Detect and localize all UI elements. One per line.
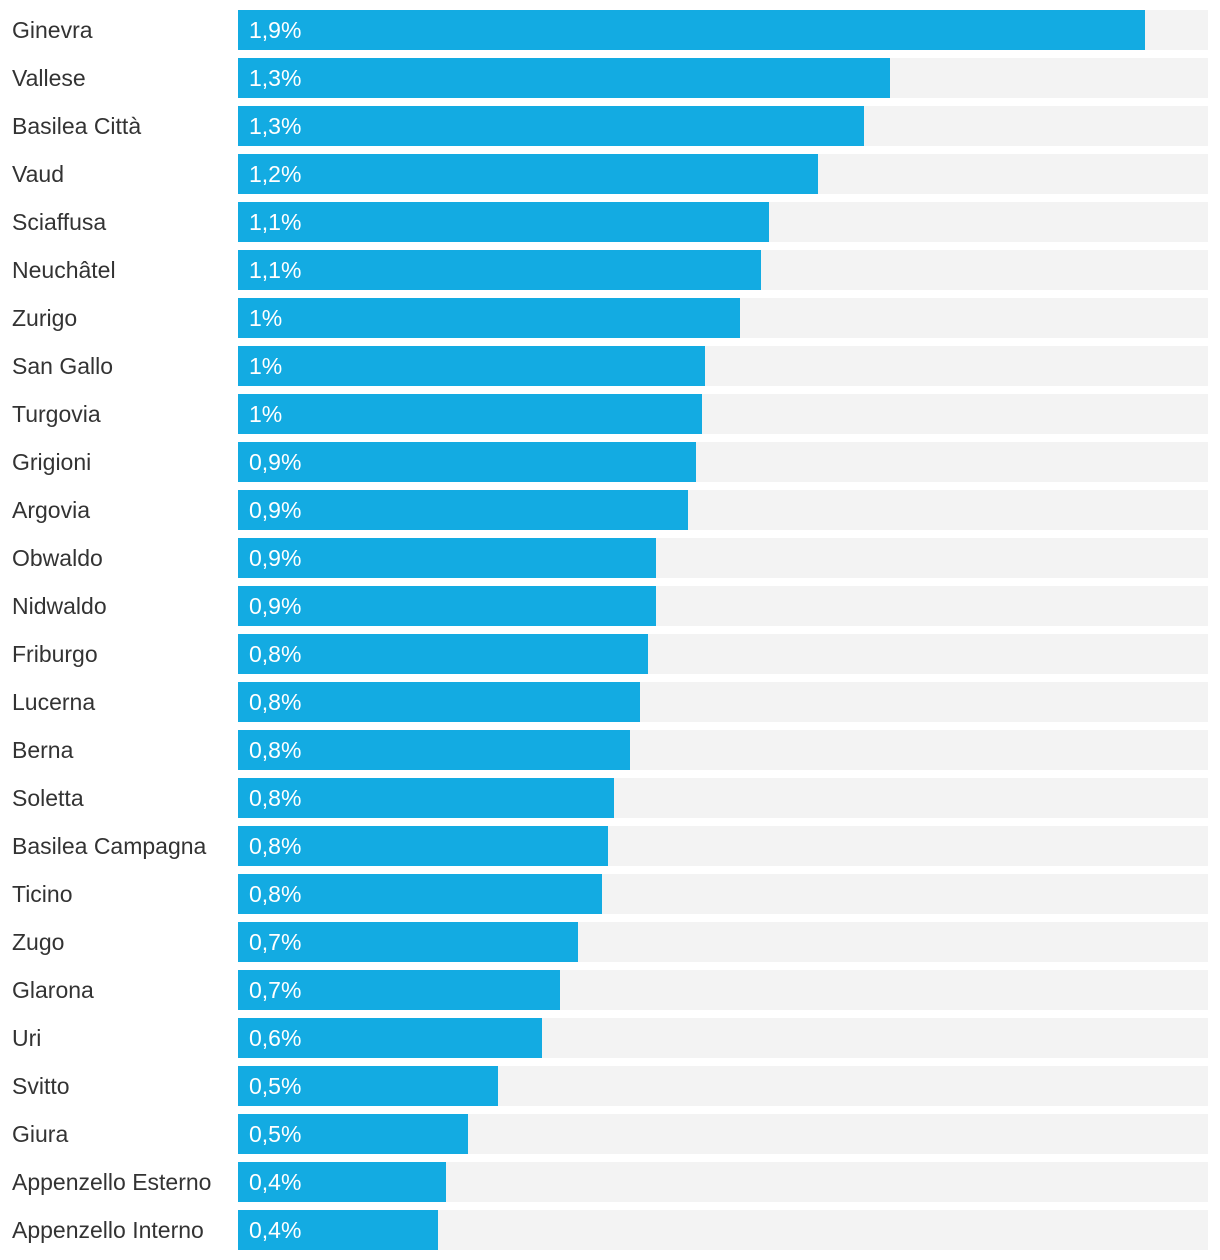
category-label: Sciaffusa	[12, 209, 107, 235]
category-label: Soletta	[12, 785, 84, 811]
bar	[238, 778, 614, 818]
bar-value-label: 0,9%	[249, 545, 302, 571]
bar	[238, 874, 602, 914]
bar-value-label: 0,8%	[249, 641, 302, 667]
bar-value-label: 1%	[249, 401, 283, 427]
bar-value-label: 0,7%	[249, 977, 302, 1003]
bar-value-label: 0,8%	[249, 881, 302, 907]
bar	[238, 826, 608, 866]
category-label: Turgovia	[12, 401, 101, 427]
bar	[238, 586, 656, 626]
bar	[238, 922, 578, 962]
bar	[238, 298, 740, 338]
bar	[238, 442, 696, 482]
bar-value-label: 1%	[249, 353, 283, 379]
category-label: Argovia	[12, 497, 90, 523]
bar	[238, 202, 769, 242]
bar-value-label: 0,8%	[249, 689, 302, 715]
category-label: Berna	[12, 737, 74, 763]
bar-value-label: 0,5%	[249, 1073, 302, 1099]
category-label: Ginevra	[12, 17, 93, 43]
bar	[238, 10, 1145, 50]
category-label: Nidwaldo	[12, 593, 107, 619]
bar-value-label: 0,9%	[249, 593, 302, 619]
bar-value-label: 0,8%	[249, 785, 302, 811]
bar-value-label: 0,7%	[249, 929, 302, 955]
bar	[238, 58, 890, 98]
bar-value-label: 1,3%	[249, 113, 302, 139]
category-label: Neuchâtel	[12, 257, 116, 283]
category-label: Appenzello Esterno	[12, 1169, 212, 1195]
bar-value-label: 0,5%	[249, 1121, 302, 1147]
category-label: Ticino	[12, 881, 73, 907]
bar-value-label: 0,4%	[249, 1217, 302, 1243]
category-label: Friburgo	[12, 641, 98, 667]
bar	[238, 106, 864, 146]
bar-value-label: 0,9%	[249, 497, 302, 523]
category-label: Zurigo	[12, 305, 78, 331]
bar-value-label: 1,1%	[249, 209, 302, 235]
category-label: Vallese	[12, 65, 86, 91]
bar	[238, 538, 656, 578]
category-label: Basilea Città	[12, 113, 142, 139]
bar-value-label: 0,4%	[249, 1169, 302, 1195]
category-label: Lucerna	[12, 689, 96, 715]
bar-value-label: 0,8%	[249, 737, 302, 763]
bar	[238, 970, 560, 1010]
bar	[238, 154, 818, 194]
bar-value-label: 1,3%	[249, 65, 302, 91]
bar	[238, 1018, 542, 1058]
category-label: Glarona	[12, 977, 94, 1003]
bar-value-label: 0,9%	[249, 449, 302, 475]
bar	[238, 682, 640, 722]
category-label: Zugo	[12, 929, 65, 955]
bar-value-label: 0,8%	[249, 833, 302, 859]
bar-value-label: 1,1%	[249, 257, 302, 283]
category-label: Appenzello Interno	[12, 1217, 204, 1243]
bar	[238, 634, 648, 674]
bar-value-label: 1,2%	[249, 161, 302, 187]
bar	[238, 1210, 438, 1250]
bar-value-label: 0,6%	[249, 1025, 302, 1051]
bar	[238, 250, 761, 290]
bar	[238, 1162, 446, 1202]
category-label: Uri	[12, 1025, 42, 1051]
bar	[238, 490, 688, 530]
category-label: Obwaldo	[12, 545, 103, 571]
bar-value-label: 1%	[249, 305, 283, 331]
category-label: Svitto	[12, 1073, 70, 1099]
bar	[238, 1114, 468, 1154]
bar	[238, 346, 705, 386]
category-label: San Gallo	[12, 353, 114, 379]
bar	[238, 1066, 498, 1106]
category-label: Vaud	[12, 161, 65, 187]
bar	[238, 730, 630, 770]
bar	[238, 394, 702, 434]
bar-value-label: 1,9%	[249, 17, 302, 43]
category-label: Basilea Campagna	[12, 833, 207, 859]
category-label: Giura	[12, 1121, 69, 1147]
category-label: Grigioni	[12, 449, 92, 475]
